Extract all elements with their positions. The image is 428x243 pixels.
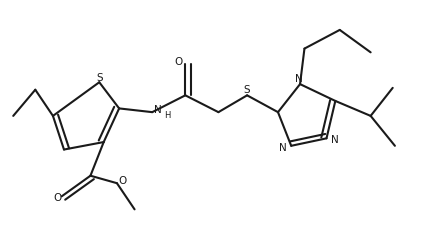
- Text: S: S: [96, 73, 103, 83]
- Text: N: N: [155, 105, 162, 115]
- Text: H: H: [163, 111, 170, 120]
- Text: N: N: [330, 135, 338, 145]
- Text: O: O: [53, 193, 62, 203]
- Text: N: N: [279, 143, 287, 153]
- Text: N: N: [295, 74, 303, 84]
- Text: O: O: [175, 57, 183, 67]
- Text: S: S: [243, 86, 250, 95]
- Text: O: O: [118, 176, 126, 186]
